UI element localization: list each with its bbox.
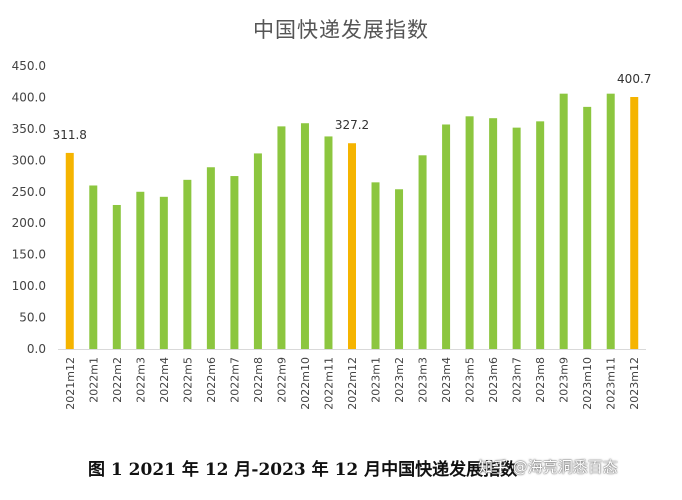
y-tick-label: 300.0 [12, 153, 46, 167]
bar [371, 182, 380, 349]
x-tick-label: 2022m11 [322, 357, 335, 410]
x-tick-label: 2023m7 [511, 357, 524, 403]
x-tick-label: 2023m10 [581, 357, 594, 410]
x-tick-label: 2023m12 [628, 357, 641, 410]
x-tick-label: 2022m1 [87, 357, 100, 403]
bar [395, 189, 404, 349]
x-tick-label: 2022m5 [181, 357, 194, 403]
x-tick-label: 2022m10 [299, 357, 312, 410]
x-tick-label: 2022m8 [252, 357, 265, 403]
y-tick-label: 50.0 [19, 311, 46, 325]
x-tick-label: 2023m6 [487, 357, 500, 403]
x-tick-label: 2021m12 [64, 357, 77, 410]
x-tick-label: 2023m11 [605, 357, 618, 410]
x-tick-label: 2023m8 [534, 357, 547, 403]
y-tick-label: 350.0 [12, 122, 46, 136]
y-tick-label: 250.0 [12, 185, 46, 199]
bar [89, 185, 98, 349]
chart-title: 中国快递发展指数 [253, 18, 429, 42]
bar [348, 143, 356, 349]
bar [277, 126, 286, 349]
y-tick-label: 400.0 [12, 90, 46, 104]
bar [112, 204, 121, 349]
data-label: 327.2 [335, 118, 369, 132]
bar [583, 106, 592, 349]
x-tick-label: 2023m5 [464, 357, 477, 403]
bar [489, 118, 498, 349]
watermark: 知乎 @海亮洞悉百态 [478, 458, 618, 476]
bar [442, 124, 451, 349]
y-tick-label: 450.0 [12, 59, 46, 73]
bar [300, 123, 309, 350]
x-tick-label: 2022m7 [228, 357, 241, 403]
bar [65, 152, 74, 349]
bar [630, 97, 639, 350]
x-tick-label: 2023m2 [393, 357, 406, 403]
x-tick-label: 2022m2 [111, 357, 124, 403]
bar [606, 93, 615, 349]
bar [253, 153, 262, 349]
x-tick-label: 2022m4 [158, 357, 171, 403]
bar [230, 176, 239, 349]
bar [536, 121, 545, 349]
bar [206, 167, 215, 349]
bar [465, 116, 474, 349]
x-tick-label: 2022m3 [134, 357, 147, 403]
x-tick-label: 2023m3 [417, 357, 430, 403]
data-label: 400.7 [617, 72, 651, 86]
x-tick-label: 2022m6 [205, 357, 218, 403]
bar [159, 196, 168, 349]
x-tick-label: 2022m12 [346, 357, 359, 410]
y-tick-label: 200.0 [12, 216, 46, 230]
figure-caption: 图 1 2021 年 12 月-2023 年 12 月中国快递发展指数 [88, 460, 518, 480]
bar [324, 136, 333, 349]
bar [559, 93, 568, 349]
bar [512, 127, 521, 350]
data-label: 311.8 [53, 128, 87, 142]
y-tick-label: 100.0 [12, 279, 46, 293]
x-tick-label: 2022m9 [275, 357, 288, 403]
y-tick-label: 0.0 [27, 342, 46, 356]
x-tick-label: 2023m1 [370, 357, 383, 403]
x-tick-label: 2023m9 [558, 357, 571, 403]
bar [136, 191, 145, 349]
bar [418, 155, 427, 349]
x-tick-label: 2023m4 [440, 357, 453, 403]
bar [183, 179, 192, 349]
y-tick-label: 150.0 [12, 248, 46, 262]
